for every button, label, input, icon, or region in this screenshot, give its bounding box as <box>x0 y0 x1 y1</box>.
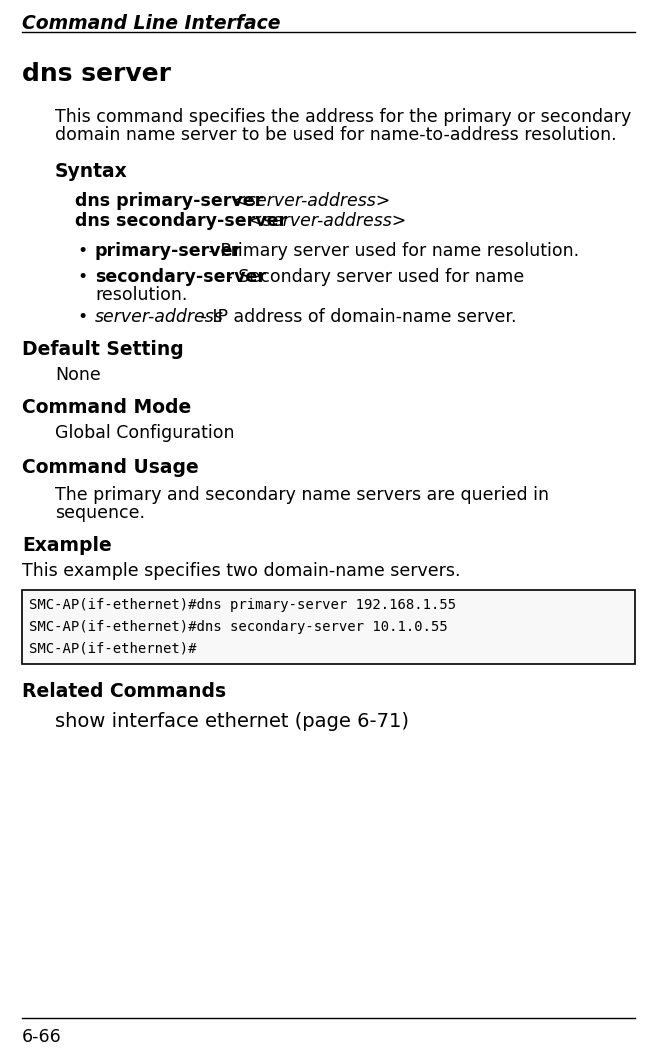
Text: - Primary server used for name resolution.: - Primary server used for name resolutio… <box>203 242 579 260</box>
Text: This command specifies the address for the primary or secondary: This command specifies the address for t… <box>55 108 631 126</box>
Text: secondary-server: secondary-server <box>95 268 266 286</box>
Text: SMC-AP(if-ethernet)#dns primary-server 192.168.1.55: SMC-AP(if-ethernet)#dns primary-server 1… <box>29 598 456 612</box>
Text: server-address: server-address <box>95 308 224 326</box>
Text: Global Configuration: Global Configuration <box>55 424 235 442</box>
Text: resolution.: resolution. <box>95 286 187 304</box>
Text: dns primary-server: dns primary-server <box>75 193 263 210</box>
Text: - IP address of domain-name server.: - IP address of domain-name server. <box>195 308 516 326</box>
Text: Default Setting: Default Setting <box>22 340 184 359</box>
Text: 6-66: 6-66 <box>22 1028 62 1046</box>
Text: Command Line Interface: Command Line Interface <box>22 14 281 33</box>
Text: This example specifies two domain-name servers.: This example specifies two domain-name s… <box>22 562 461 580</box>
Text: •: • <box>77 242 87 260</box>
Text: The primary and secondary name servers are queried in: The primary and secondary name servers a… <box>55 486 549 504</box>
Text: primary-server: primary-server <box>95 242 242 260</box>
Text: SMC-AP(if-ethernet)#: SMC-AP(if-ethernet)# <box>29 642 196 656</box>
Text: domain name server to be used for name-to-address resolution.: domain name server to be used for name-t… <box>55 126 617 144</box>
Text: Command Usage: Command Usage <box>22 458 199 477</box>
Text: <server-address>: <server-address> <box>227 193 390 210</box>
Text: <server-address>: <server-address> <box>243 213 406 230</box>
Text: Example: Example <box>22 537 112 555</box>
Text: Syntax: Syntax <box>55 162 127 181</box>
Text: Command Mode: Command Mode <box>22 398 191 417</box>
Text: None: None <box>55 366 101 384</box>
Text: Related Commands: Related Commands <box>22 682 226 701</box>
Text: sequence.: sequence. <box>55 504 145 522</box>
Text: •: • <box>77 308 87 326</box>
Text: SMC-AP(if-ethernet)#dns secondary-server 10.1.0.55: SMC-AP(if-ethernet)#dns secondary-server… <box>29 620 448 634</box>
FancyBboxPatch shape <box>22 590 635 664</box>
Text: •: • <box>77 268 87 286</box>
Text: show interface ethernet (page 6-71): show interface ethernet (page 6-71) <box>55 712 409 731</box>
Text: - Secondary server used for name: - Secondary server used for name <box>221 268 524 286</box>
Text: dns secondary-server: dns secondary-server <box>75 213 287 230</box>
Text: dns server: dns server <box>22 62 171 86</box>
